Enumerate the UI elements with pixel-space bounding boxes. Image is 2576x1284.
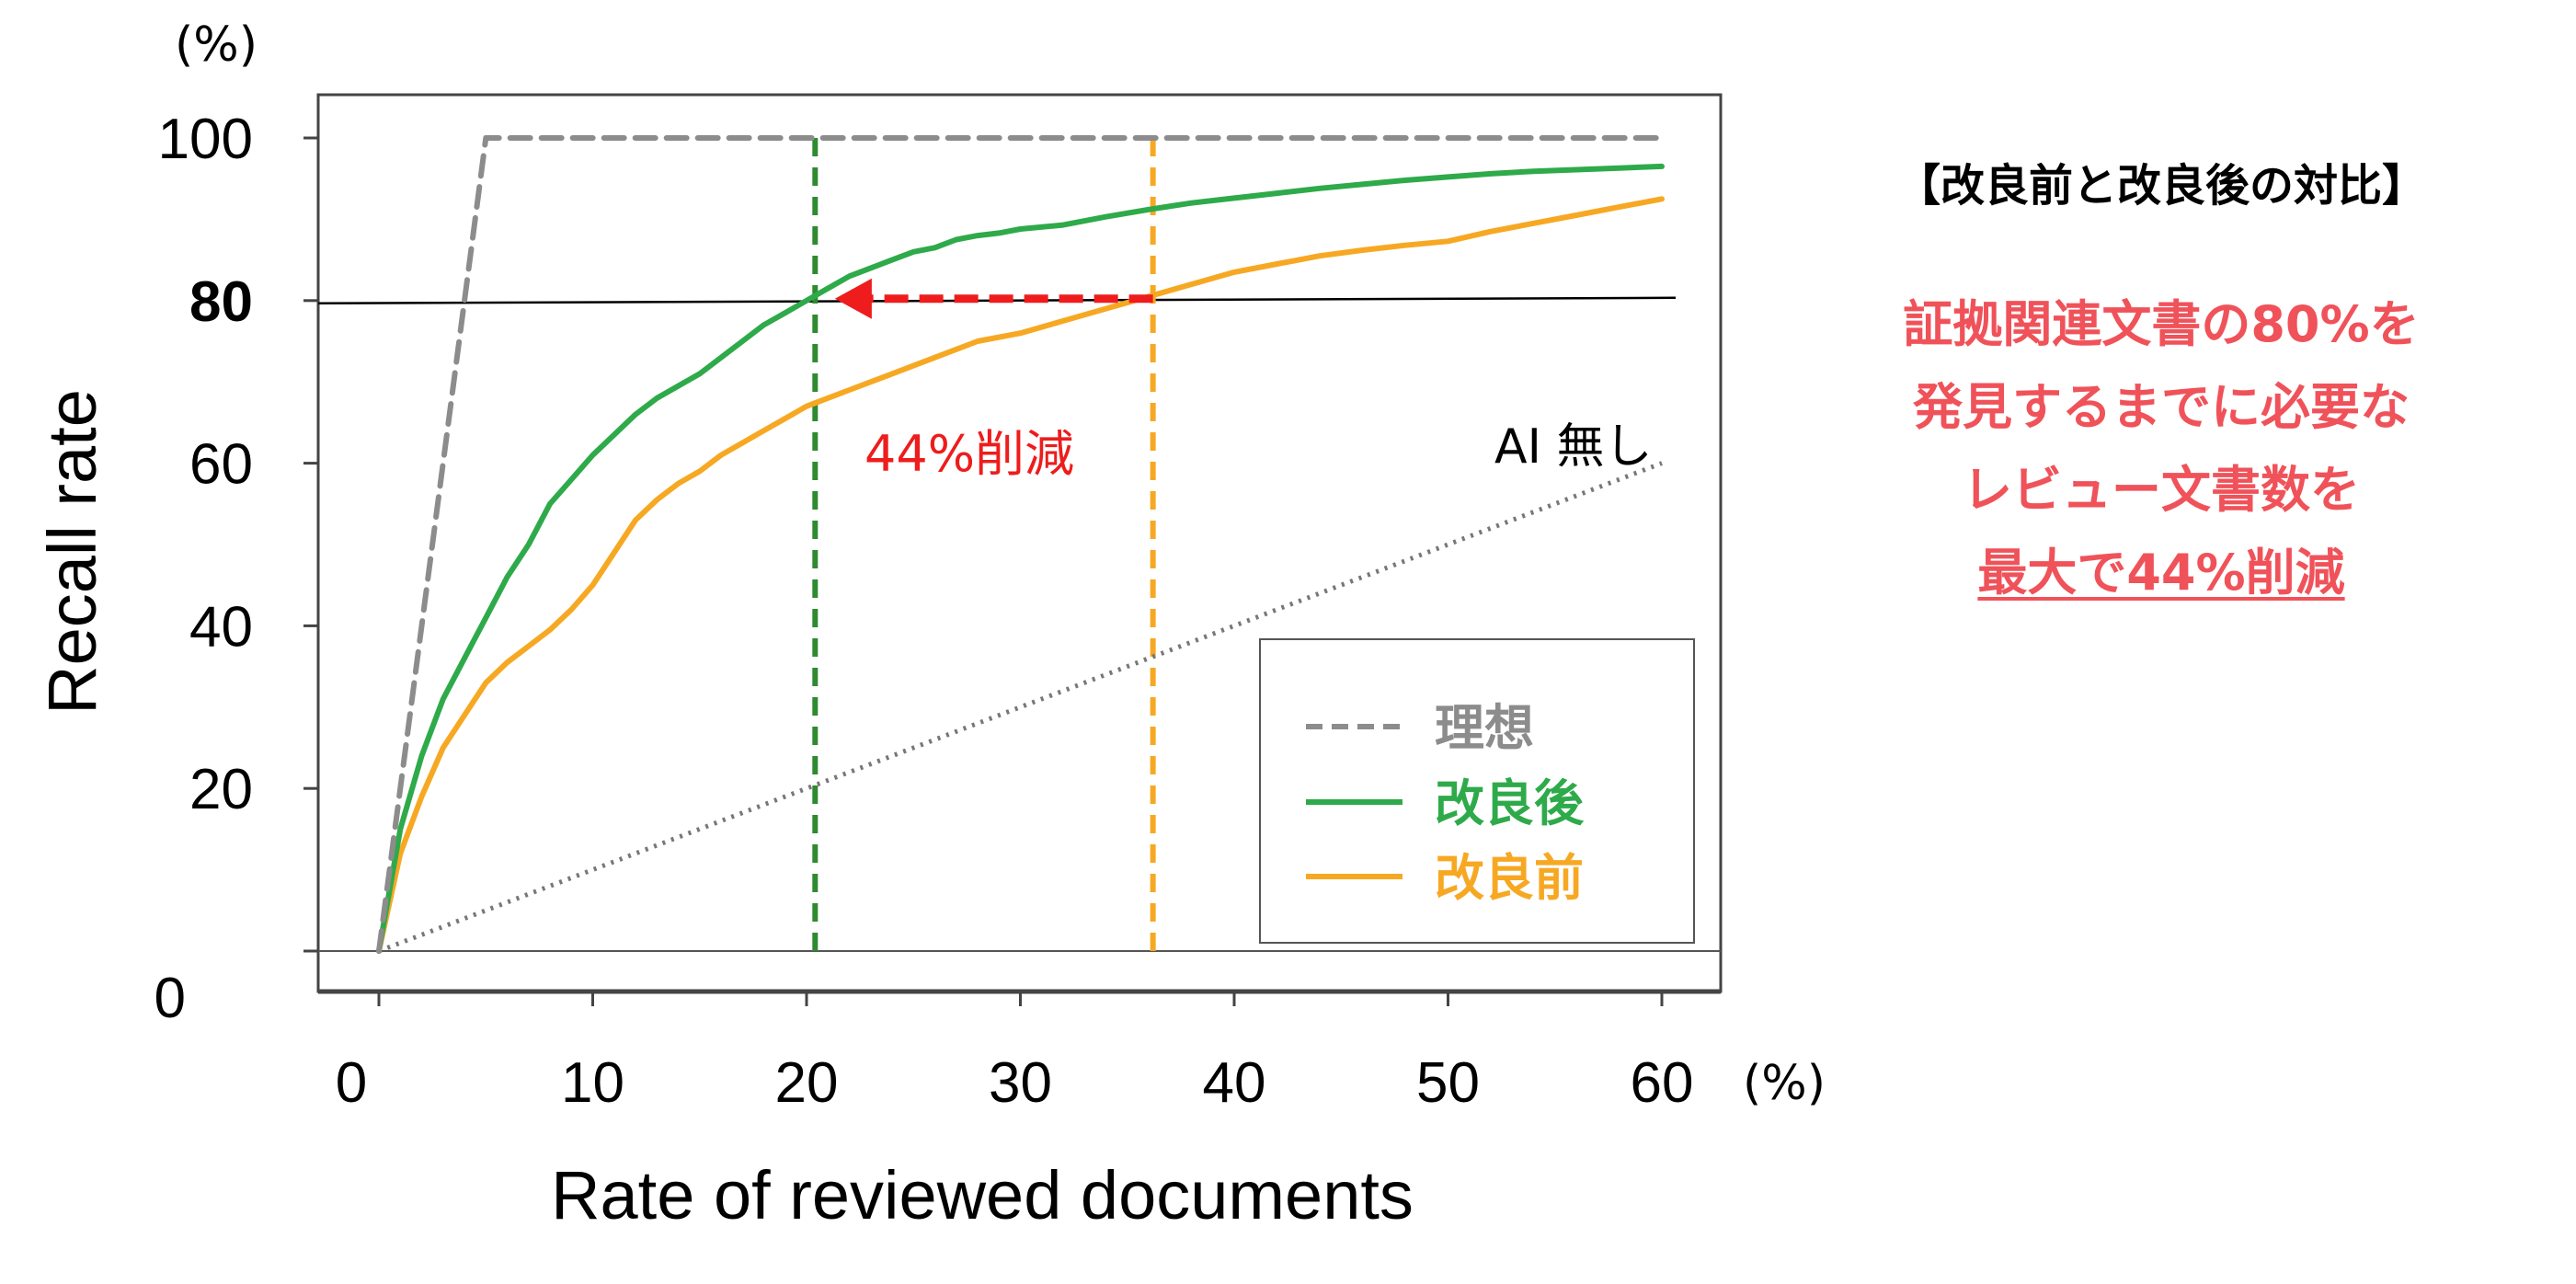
x-tick-label: 10 [561, 1051, 624, 1115]
y-tick-label: 100 [158, 108, 253, 171]
side-panel-line: レビュー文書数を [1963, 461, 2360, 519]
x-tick-label: 20 [775, 1051, 839, 1115]
side-panel-emphasis: 最大で44%削減 [1977, 544, 2345, 602]
y-tick-label: 20 [189, 758, 253, 821]
x-tick-label: 30 [989, 1051, 1052, 1115]
reduction-label: 44%削減 [864, 425, 1074, 483]
y-tick-label: 40 [189, 595, 253, 659]
series-line [376, 196, 1665, 954]
side-panel-title: 【改良前と改良後の対比】 [1895, 160, 2426, 212]
y-axis-title: Recall rate [34, 389, 110, 715]
x-tick-label: 40 [1203, 1051, 1266, 1115]
no-ai-label: AI 無し [1494, 419, 1652, 475]
y-tick-label: 60 [189, 433, 253, 497]
x-tick-label: 50 [1416, 1051, 1480, 1115]
legend: 理想 改良後 改良前 [1259, 638, 1695, 944]
side-panel-line: 証拠関連文書の80%を [1903, 295, 2420, 353]
x-tick-label: 0 [336, 1051, 367, 1115]
legend-label-improved: 改良後 [1435, 774, 1585, 832]
y-tick-label: 0 [155, 967, 186, 1030]
arrow-head [834, 278, 872, 319]
series-line [376, 135, 1665, 954]
legend-box [1259, 638, 1695, 944]
x-unit-label: (%) [1743, 1056, 1826, 1111]
x-axis-title: Rate of reviewed documents [551, 1157, 1414, 1233]
side-panel-line: 発見するまでに必要な [1913, 378, 2410, 436]
y-unit-label: (%) [175, 17, 258, 73]
side-panel-body: 証拠関連文書の80%を 発見するまでに必要な レビュー文書数を 最大で44%削減 [1775, 283, 2547, 614]
legend-label-before: 改良前 [1435, 849, 1584, 907]
x-tick-label: 60 [1631, 1051, 1694, 1115]
legend-label-ideal: 理想 [1435, 699, 1534, 757]
series-line [376, 163, 1665, 954]
y-tick-label: 80 [189, 270, 253, 334]
